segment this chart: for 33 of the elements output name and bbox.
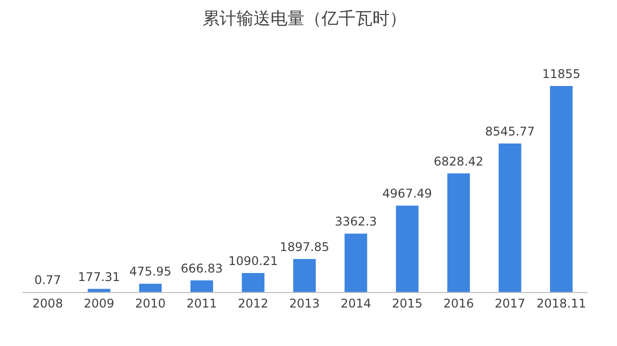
data-label: 177.31 bbox=[78, 270, 120, 284]
data-label: 1897.85 bbox=[280, 240, 330, 254]
data-label: 6828.42 bbox=[434, 154, 484, 168]
bar bbox=[447, 173, 470, 292]
x-tick-label: 2017 bbox=[494, 296, 526, 310]
data-label: 0.77 bbox=[34, 272, 62, 287]
bar bbox=[242, 273, 264, 292]
bar bbox=[293, 259, 316, 292]
x-tick-label: 2008 bbox=[32, 296, 63, 310]
bar bbox=[550, 86, 573, 292]
x-tick-label: 2013 bbox=[289, 296, 320, 310]
data-label: 475.95 bbox=[129, 264, 172, 279]
x-tick-label: 2010 bbox=[135, 296, 166, 310]
bar bbox=[396, 206, 419, 292]
bar bbox=[139, 284, 162, 292]
x-tick-label: 2015 bbox=[392, 296, 422, 310]
bar bbox=[190, 280, 214, 292]
bar bbox=[498, 144, 522, 292]
x-tick-label: 2011 bbox=[186, 296, 218, 310]
x-tick-label: 2014 bbox=[340, 296, 372, 310]
x-tick-label: 2009 bbox=[84, 296, 114, 310]
x-tick-label: 2016 bbox=[443, 296, 474, 310]
bar bbox=[344, 234, 368, 292]
x-tick-label: 2018.11 bbox=[536, 296, 586, 310]
data-label: 8545.77 bbox=[485, 124, 535, 139]
data-label: 1090.21 bbox=[228, 254, 278, 268]
data-label: 4967.49 bbox=[382, 186, 432, 201]
x-tick-label: 2012 bbox=[238, 296, 268, 310]
chart-title: 累计输送电量（亿千瓦时） bbox=[202, 9, 406, 29]
data-label: 3362.3 bbox=[334, 214, 377, 229]
data-label: 11855 bbox=[542, 67, 580, 81]
bar bbox=[88, 288, 110, 292]
data-label: 666.83 bbox=[180, 261, 223, 276]
